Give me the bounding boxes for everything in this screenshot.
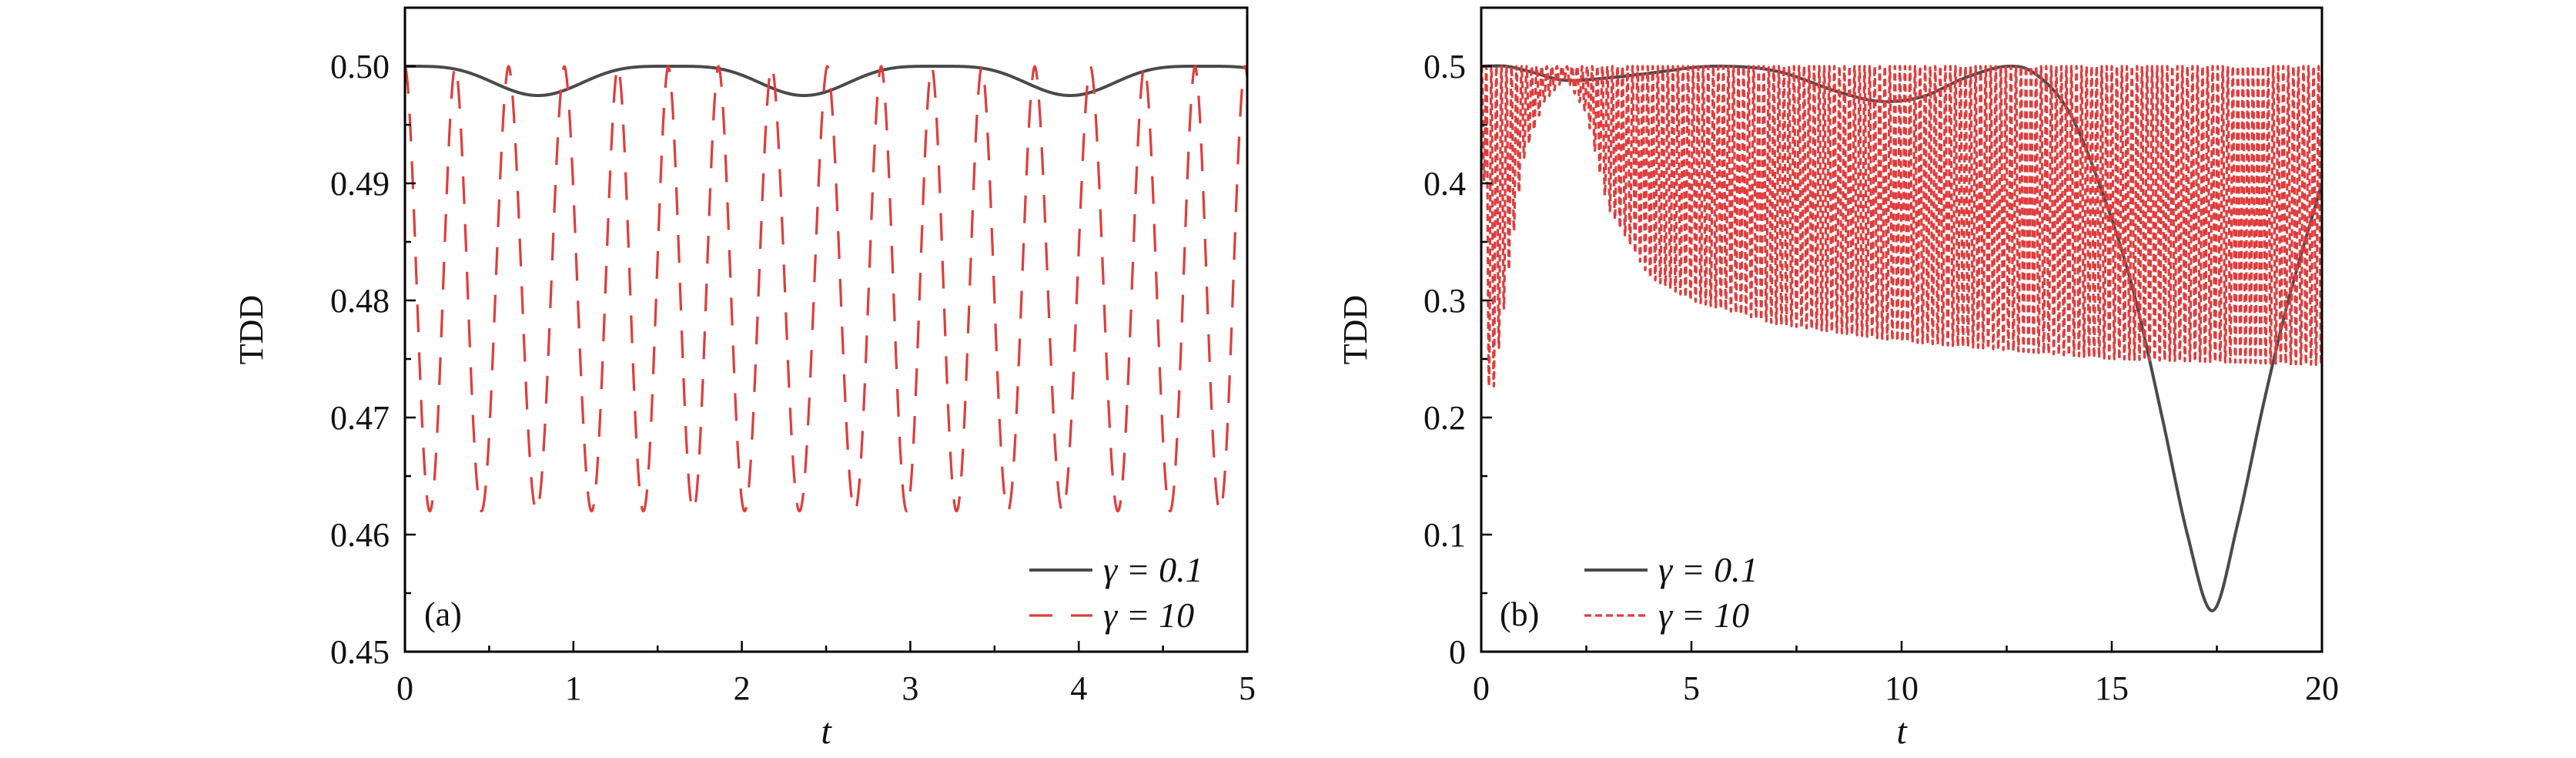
y-tick-label: 0.5 [1423,48,1466,86]
plot-area [405,65,1247,513]
x-tick-label: 3 [902,669,918,707]
y-tick-label: 0 [1449,633,1466,671]
y-axis-label: TDD [1337,295,1374,364]
panel-label: (a) [424,595,462,633]
y-tick-label: 0.45 [330,633,390,671]
legend-label-gamma-10: γ = 10 [1658,595,1749,635]
x-tick-label: 0 [1473,669,1490,707]
series-line-gamma-0-1 [405,65,1247,97]
x-tick-label: 5 [1683,669,1700,707]
y-axis-label: TDD [233,295,270,364]
y-tick-label: 0.1 [1423,516,1466,554]
series-line-gamma-10 [1481,65,2322,388]
y-tick-label: 0.50 [330,48,390,86]
series-line-gamma-10 [405,65,1247,513]
x-tick-label: 1 [565,669,582,707]
x-tick-label: 4 [1070,669,1087,707]
legend-label-gamma-0-1: γ = 0.1 [1658,550,1758,589]
x-axis-label: t [821,711,832,752]
legend-label-gamma-10: γ = 10 [1103,595,1194,635]
panel-a: 0 1 2 3 4 5 0.45 0.46 0.47 0.48 0.49 0.50 t TDD (a) γ =… [233,6,1256,752]
y-tick-label: 0.49 [330,165,390,203]
y-tick-label: 0.46 [330,516,390,554]
y-tick-label: 0.3 [1423,282,1466,320]
x-tick-label: 5 [1239,669,1256,707]
y-tick-label: 0.4 [1423,165,1466,203]
y-tick-label: 0.48 [330,282,390,320]
x-tick-label: 2 [734,669,751,707]
x-tick-label: 20 [2305,669,2339,707]
legend-label-gamma-0-1: γ = 0.1 [1103,550,1203,589]
x-tick-label: 0 [396,669,413,707]
x-tick-label: 15 [2095,669,2129,707]
plot-area [1481,64,2322,612]
y-tick-label: 0.47 [330,399,390,437]
panel-label: (b) [1500,595,1539,633]
y-tick-label: 0.2 [1423,399,1466,437]
x-axis-label: t [1896,711,1908,752]
x-tick-label: 10 [1885,669,1919,707]
panel-b: 0 5 10 15 20 0 0.1 0.2 0.3 0.4 0.5 t TDD (b) γ = 0.1 γ … [1337,6,2339,752]
